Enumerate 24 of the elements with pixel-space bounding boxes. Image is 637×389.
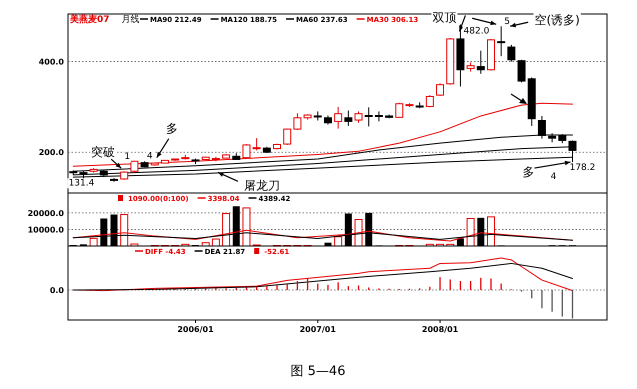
y-tick-label: 10000.0 [28,225,64,234]
annotation: 突破 [91,145,116,160]
y-tick-label: 200.0 [38,148,64,158]
annotation: 131.4 [68,178,95,188]
ref-line-label: 0.0 [50,286,64,295]
annotation: 482.0 [464,26,490,36]
annotation: 4 [550,172,557,182]
x-tick-label: 2007/01 [300,325,336,334]
annotation: 多 [522,165,534,180]
annotation: 双顶 [432,10,456,24]
chart-title: 美燕麦07 [69,14,110,25]
x-tick-label: 2008/01 [422,325,459,334]
annotation: 178.2 [570,163,596,174]
caption: 图 5—46 [290,364,346,379]
y-tick-label: 20000.0 [28,208,64,218]
x-tick-label: 2006/01 [177,325,214,334]
annotation: 1 [124,152,130,162]
annotation: 空(诱多) [534,13,580,28]
y-tick-label: 400.0 [38,58,64,67]
annotation: 4 [146,152,153,162]
annotation: 多 [166,122,178,136]
chart-subtitle: 月线 [122,14,140,25]
annotation: 5 [504,17,510,28]
annotation: 屠龙刀 [244,178,280,192]
